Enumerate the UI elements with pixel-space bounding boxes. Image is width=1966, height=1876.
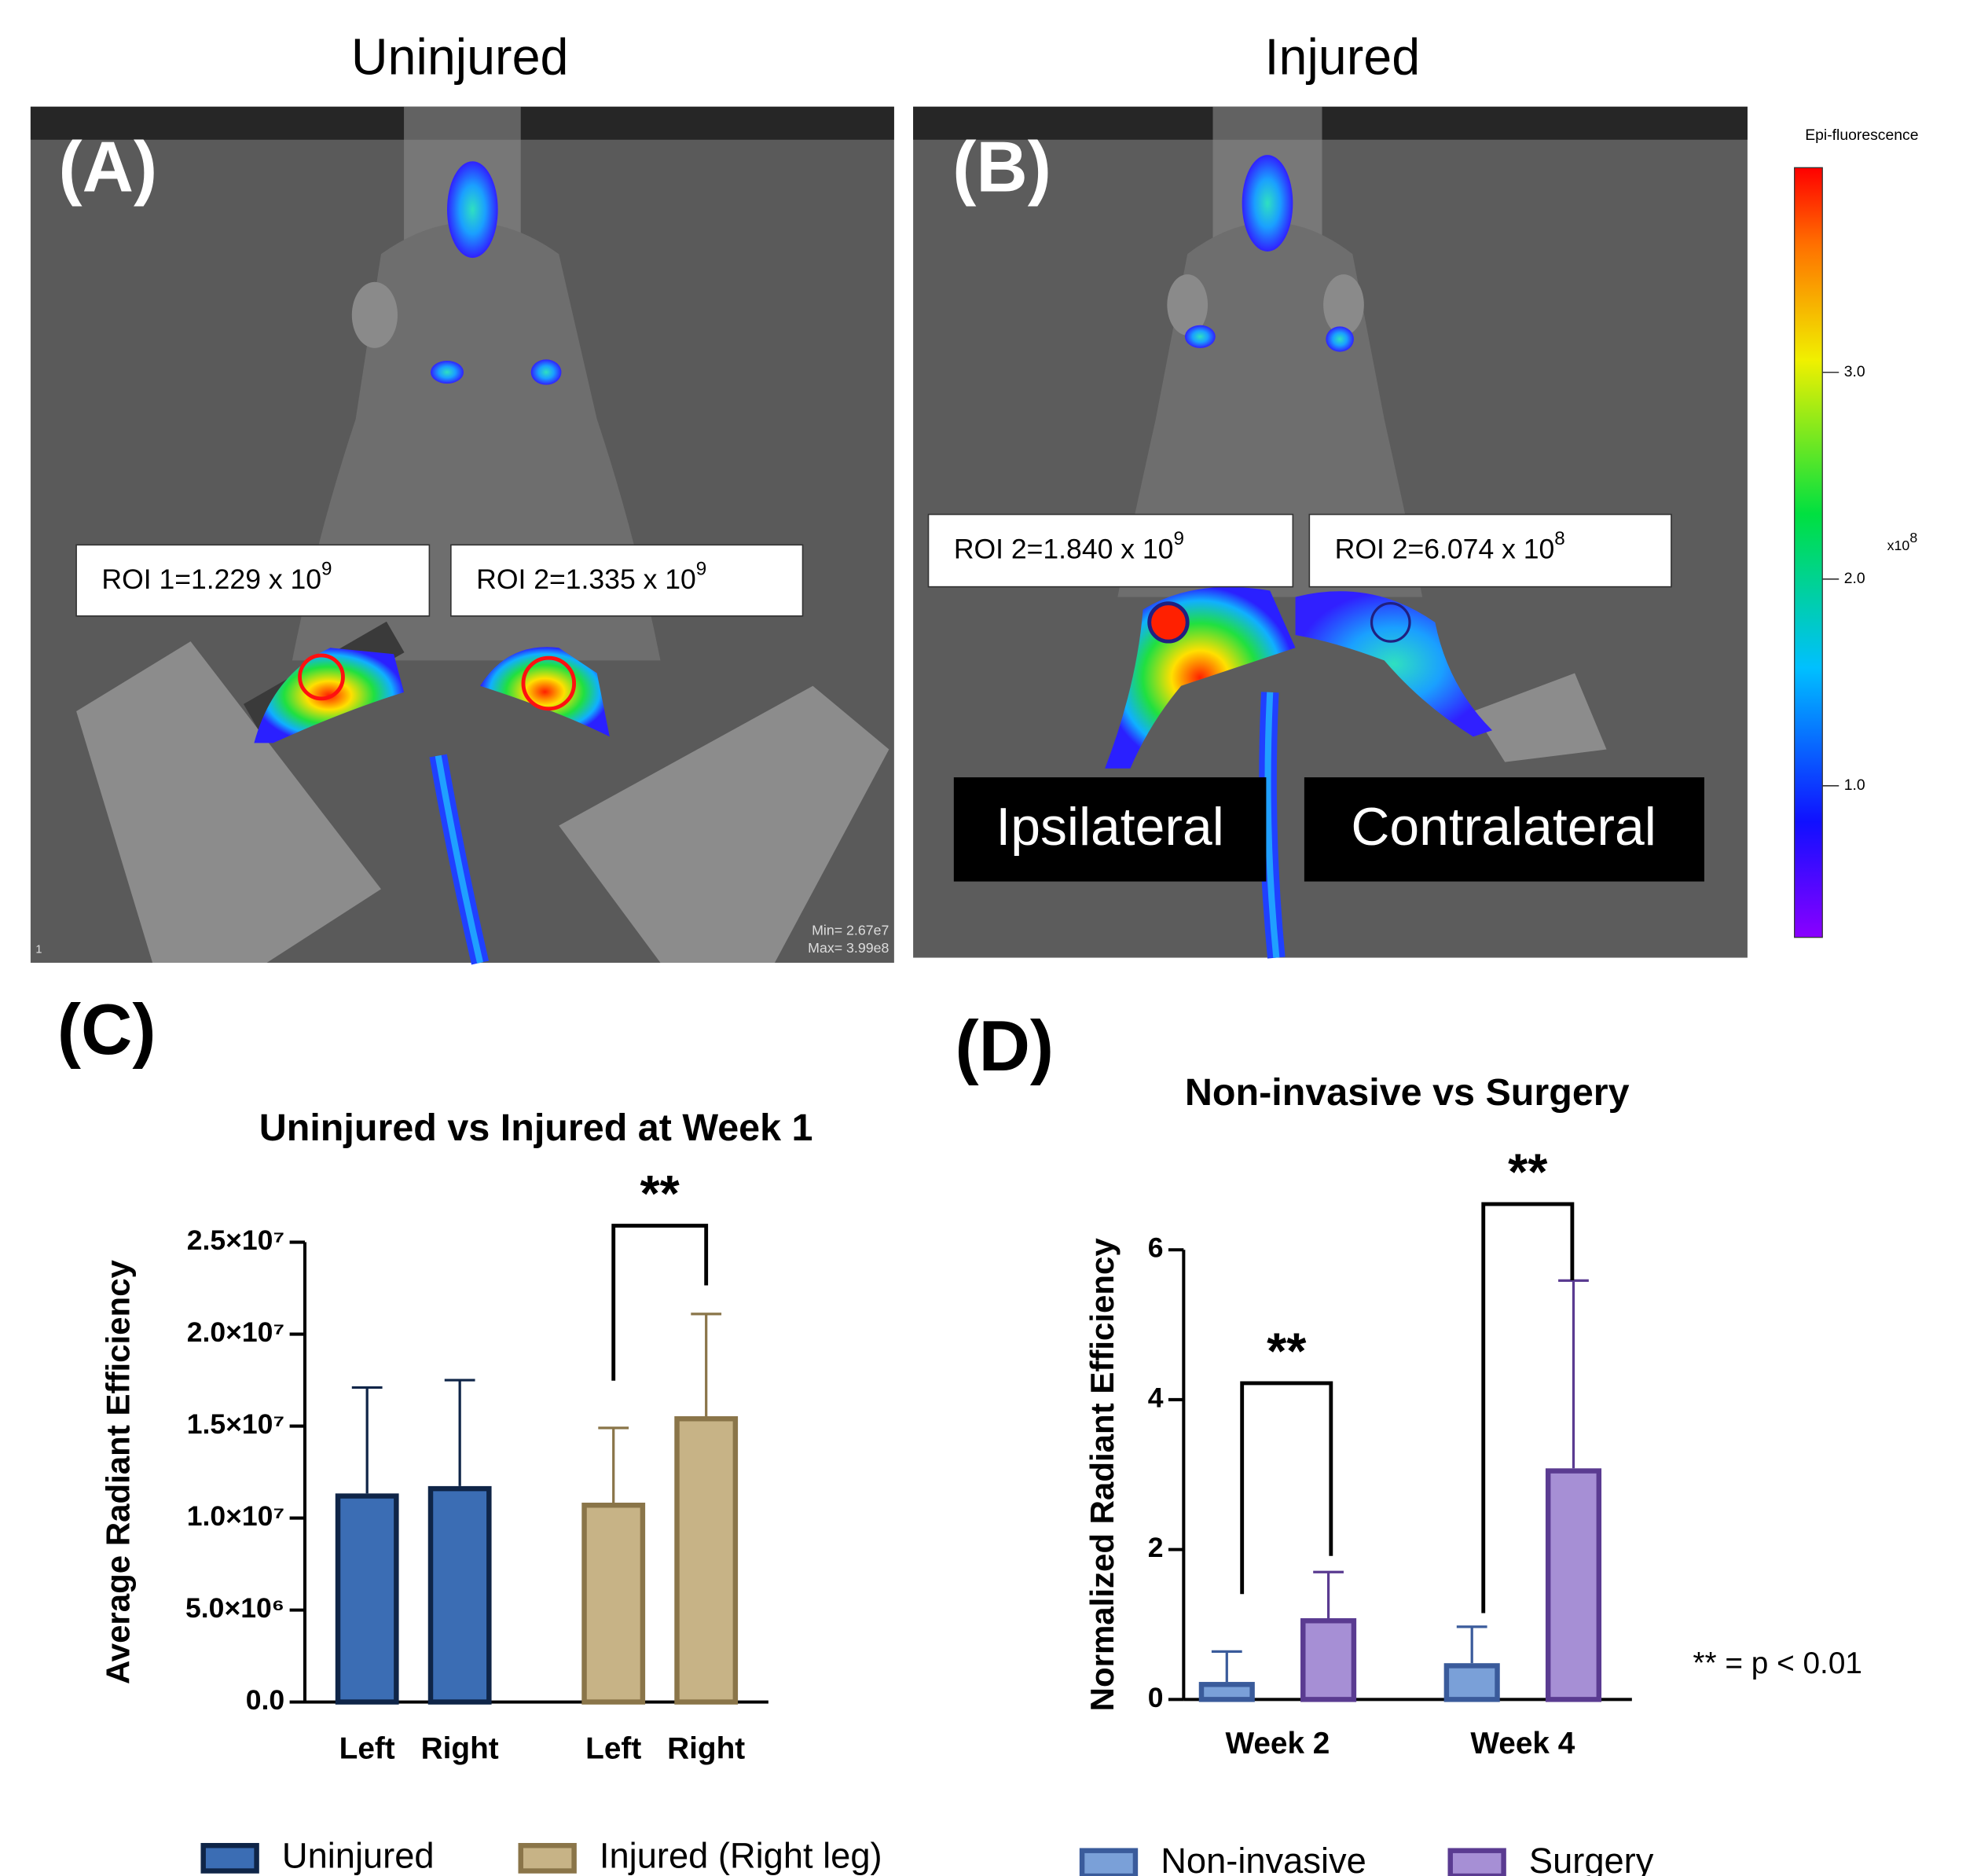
y-tick-label: 0 xyxy=(1148,1682,1164,1713)
legend-swatch xyxy=(1079,1848,1139,1876)
image-b xyxy=(913,106,1748,959)
colorbar-tick-label: 2.0 xyxy=(1844,570,1865,587)
error-bar xyxy=(691,1312,722,1416)
legend-swatch xyxy=(200,1842,259,1874)
y-tick-label: 4 xyxy=(1148,1382,1164,1413)
bar xyxy=(1198,1682,1255,1702)
y-tick-label: 2.5×10⁷ xyxy=(187,1224,284,1256)
bar xyxy=(1443,1663,1500,1702)
legend-swatch xyxy=(1447,1848,1506,1876)
roi-label: ROI 2=1.840 x 109 xyxy=(954,528,1184,565)
y-tick-label: 2.0×10⁷ xyxy=(187,1316,284,1348)
x-tick-label: Left xyxy=(585,1731,641,1765)
bar xyxy=(1545,1468,1602,1702)
footnote: ** = p < 0.01 xyxy=(1693,1647,1862,1680)
y-tick-label: 0.0 xyxy=(246,1684,284,1716)
bar xyxy=(1300,1618,1357,1702)
bar xyxy=(335,1493,399,1705)
significance-label: ** xyxy=(1267,1322,1307,1379)
panel-label: (A) xyxy=(58,128,157,207)
colorbar-title: Epi-fluorescence xyxy=(1805,127,1918,144)
roi-label: ROI 2=1.335 x 109 xyxy=(476,559,706,596)
colorbar-unit: x108 xyxy=(1887,530,1918,553)
y-tick-label: 5.0×10⁶ xyxy=(185,1592,284,1624)
side-label: Contralateral xyxy=(1351,798,1656,857)
significance-bracket xyxy=(1481,1202,1575,1614)
corner-label: 1 xyxy=(35,944,42,956)
y-tick-label: 6 xyxy=(1148,1232,1164,1264)
significance-bracket xyxy=(1240,1381,1333,1595)
image-a xyxy=(30,106,894,965)
y-tick-label: 1.0×10⁷ xyxy=(187,1500,284,1532)
panel-label: (C) xyxy=(57,990,156,1070)
y-axis-label: Average Radiant Efficiency xyxy=(100,1259,137,1684)
roi-label: ROI 1=1.229 x 109 xyxy=(101,559,332,596)
bar xyxy=(581,1502,646,1705)
y-tick-label: 2 xyxy=(1148,1532,1164,1563)
roi-label: ROI 2=6.074 x 108 xyxy=(1335,528,1565,565)
x-tick-label: Week 2 xyxy=(1225,1727,1330,1760)
legend-swatch xyxy=(518,1842,577,1874)
colorbar-tick-label: 1.0 xyxy=(1844,776,1865,794)
panel-title: Uninjured xyxy=(351,28,569,86)
bar xyxy=(674,1415,739,1705)
chart-title: Uninjured vs Injured at Week 1 xyxy=(259,1107,813,1149)
error-bar xyxy=(1313,1570,1344,1619)
panel-label: (B) xyxy=(952,128,1051,207)
significance-label: ** xyxy=(1508,1144,1548,1201)
x-tick-label: Week 4 xyxy=(1470,1727,1575,1760)
min-label: Min= 2.67e7 xyxy=(812,922,889,938)
error-bar xyxy=(444,1379,475,1486)
bar xyxy=(427,1485,492,1705)
error-bar xyxy=(351,1386,383,1494)
y-axis-label: Normalized Radiant Efficiency xyxy=(1084,1238,1121,1712)
panel-title: Injured xyxy=(1265,28,1421,86)
max-label: Max= 3.99e8 xyxy=(808,940,889,956)
panel-label: (D) xyxy=(955,1007,1054,1086)
colorbar-tick-label: 3.0 xyxy=(1844,363,1865,380)
error-bar xyxy=(1558,1279,1589,1469)
legend-label: Injured (Right leg) xyxy=(600,1835,882,1875)
significance-label: ** xyxy=(640,1165,680,1222)
significance-bracket xyxy=(611,1224,709,1381)
legend-label: Surgery xyxy=(1529,1841,1654,1876)
error-bar xyxy=(1456,1625,1487,1664)
y-tick-label: 1.5×10⁷ xyxy=(187,1408,284,1440)
x-tick-label: Right xyxy=(421,1731,499,1765)
chart-title: Non-invasive vs Surgery xyxy=(1185,1071,1630,1114)
error-bar xyxy=(598,1426,629,1503)
x-tick-label: Right xyxy=(667,1731,745,1765)
colorbar xyxy=(1794,167,1823,938)
side-label: Ipsilateral xyxy=(996,798,1223,857)
x-tick-label: Left xyxy=(339,1731,395,1765)
legend-label: Uninjured xyxy=(282,1835,435,1875)
error-bar xyxy=(1211,1650,1242,1683)
legend-label: Non-invasive xyxy=(1161,1841,1366,1876)
